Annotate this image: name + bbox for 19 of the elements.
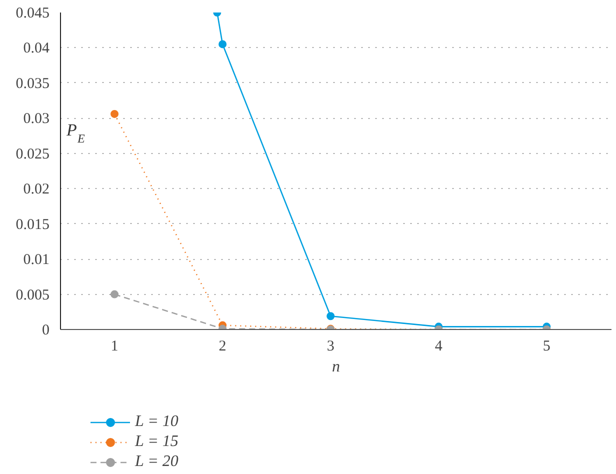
y-tick-label: 0.025 [16,146,50,162]
y-tick-label: 0.045 [16,6,50,22]
x-tick-label: 5 [542,338,550,354]
y-tick-label: 0.02 [23,182,50,198]
y-tick-label: 0.04 [23,40,50,57]
legend-label: L = 20 [135,453,178,471]
y-tick-label: 0.035 [16,76,50,92]
legend-label: L = 15 [135,433,178,451]
x-tick-label: 1 [110,338,118,354]
y-tick-label: 0.015 [16,216,50,233]
x-tick-label: 3 [326,338,334,354]
legend-label: L = 10 [135,413,178,431]
y-tick-label: 0.03 [23,111,50,128]
x-tick-label: 2 [218,338,226,354]
y-tick-label: 0.01 [23,252,50,268]
x-axis-title: n [332,358,340,376]
y-tick-label: 0 [42,322,50,338]
x-tick-label: 4 [434,338,443,354]
y-tick-label: 0.005 [16,287,50,304]
